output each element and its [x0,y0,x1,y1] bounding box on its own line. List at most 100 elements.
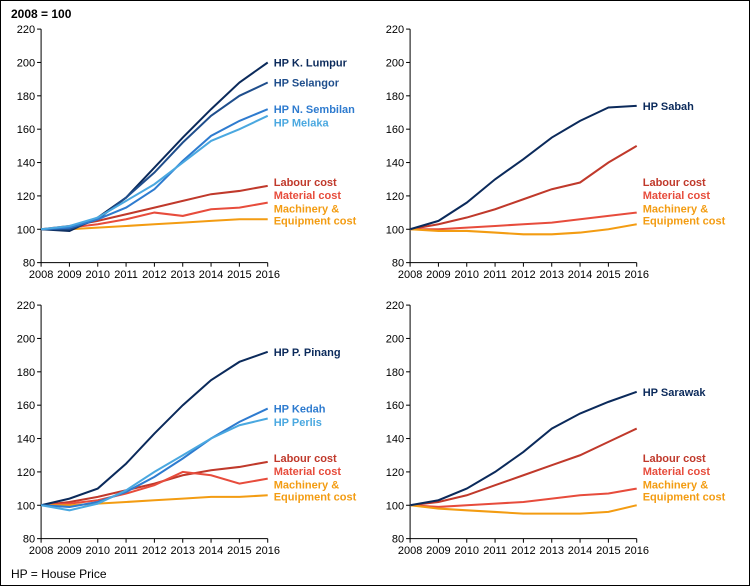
x-tick-label: 2013 [170,545,195,557]
x-tick-label: 2016 [255,545,280,557]
x-tick-label: 2015 [596,545,621,557]
legend-label: HP Melaka [274,117,330,129]
legend-label: Equipment cost [643,215,726,227]
x-tick-label: 2014 [199,269,224,281]
y-tick-label: 140 [17,158,35,170]
legend-label: HP P. Pinang [274,347,341,359]
y-tick-label: 120 [386,467,404,479]
legend-label: Labour cost [274,177,337,189]
legend-label: Machinery & [274,203,339,215]
x-tick-label: 2011 [114,545,138,557]
x-tick-label: 2011 [483,269,507,281]
legend-label: Labour cost [643,177,706,189]
legend-label: HP Perlis [274,417,322,429]
y-tick-label: 120 [17,467,35,479]
y-tick-label: 200 [17,57,35,69]
x-tick-label: 2014 [199,545,224,557]
x-tick-label: 2015 [596,269,621,281]
series-hp-2 [41,109,268,229]
y-tick-label: 160 [386,400,404,412]
x-tick-label: 2013 [539,269,564,281]
x-tick-label: 2012 [511,269,536,281]
x-tick-label: 2016 [624,545,649,557]
x-tick-label: 2009 [426,545,451,557]
x-tick-label: 2008 [398,545,423,557]
legend-label: Equipment cost [274,491,357,503]
x-tick-label: 2012 [142,269,167,281]
panel-bottom-right: 8010012014016018020022020082009201020112… [376,299,743,563]
y-tick-label: 140 [17,434,35,446]
legend-label: Labour cost [274,453,337,465]
series-material [410,213,637,230]
chart-frame: 2008 = 100 80100120140160180200220200820… [0,0,750,586]
x-tick-label: 2016 [255,269,280,281]
baseline-note: 2008 = 100 [11,7,71,21]
x-tick-label: 2011 [483,545,507,557]
x-tick-label: 2008 [29,545,54,557]
legend-label: Material cost [643,466,711,478]
x-tick-label: 2013 [539,545,564,557]
x-tick-label: 2010 [454,269,479,281]
x-tick-label: 2016 [624,269,649,281]
y-tick-label: 220 [17,24,35,36]
y-tick-label: 180 [386,91,404,103]
x-tick-label: 2015 [227,545,252,557]
x-tick-label: 2012 [142,545,167,557]
x-tick-label: 2009 [426,269,451,281]
y-tick-label: 220 [386,300,404,312]
y-tick-label: 200 [386,57,404,69]
x-tick-label: 2009 [57,545,82,557]
x-tick-label: 2008 [29,269,54,281]
legend-label: Material cost [643,190,711,202]
x-tick-label: 2010 [85,545,110,557]
y-tick-label: 200 [17,333,35,345]
x-tick-label: 2012 [511,545,536,557]
panel-top-right: 8010012014016018020022020082009201020112… [376,23,743,287]
x-tick-label: 2008 [398,269,423,281]
legend-label: HP K. Lumpur [274,57,348,69]
legend-label: Material cost [274,466,342,478]
y-tick-label: 180 [17,91,35,103]
panel-top-left: 8010012014016018020022020082009201020112… [7,23,374,287]
legend-label: Material cost [274,190,342,202]
legend-label: Machinery & [643,479,708,491]
x-tick-label: 2013 [170,269,195,281]
y-tick-label: 100 [17,224,35,236]
y-tick-label: 180 [386,367,404,379]
y-tick-label: 100 [386,224,404,236]
legend-label: HP Sarawak [643,387,707,399]
x-tick-label: 2011 [114,269,138,281]
series-hp-1 [41,409,268,507]
series-labour [41,462,268,505]
x-tick-label: 2015 [227,269,252,281]
y-tick-label: 220 [386,24,404,36]
series-hp-0 [410,392,637,505]
legend-label: Machinery & [274,479,339,491]
legend-label: HP N. Sembilan [274,104,355,116]
series-hp-0 [41,62,268,230]
y-tick-label: 140 [386,434,404,446]
x-tick-label: 2009 [57,269,82,281]
panel-bottom-left: 8010012014016018020022020082009201020112… [7,299,374,563]
legend-label: Equipment cost [643,491,726,503]
y-tick-label: 120 [386,191,404,203]
footnote: HP = House Price [11,567,107,581]
y-tick-label: 120 [17,191,35,203]
panel-grid: 8010012014016018020022020082009201020112… [7,23,743,563]
y-tick-label: 140 [386,158,404,170]
legend-label: Equipment cost [274,215,357,227]
y-tick-label: 160 [386,124,404,136]
legend-label: Labour cost [643,453,706,465]
x-tick-label: 2010 [85,269,110,281]
y-tick-label: 200 [386,333,404,345]
y-tick-label: 160 [17,124,35,136]
legend-label: HP Kedah [274,404,326,416]
y-tick-label: 100 [17,500,35,512]
x-tick-label: 2010 [454,545,479,557]
y-tick-label: 100 [386,500,404,512]
y-tick-label: 160 [17,400,35,412]
y-tick-label: 220 [17,300,35,312]
x-tick-label: 2014 [568,269,593,281]
y-tick-label: 180 [17,367,35,379]
legend-label: HP Sabah [643,101,694,113]
